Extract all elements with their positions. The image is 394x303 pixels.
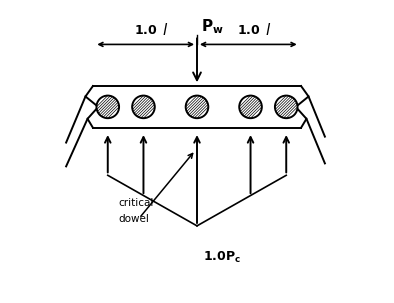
- Text: $\mathbf{P_w}$: $\mathbf{P_w}$: [201, 18, 224, 36]
- Circle shape: [186, 95, 208, 118]
- Text: $\mathbf{1.0}$: $\mathbf{1.0}$: [134, 24, 158, 37]
- Text: $\it{l}$: $\it{l}$: [162, 22, 168, 38]
- Circle shape: [132, 95, 155, 118]
- Text: $\mathbf{1.0P_c}$: $\mathbf{1.0P_c}$: [203, 250, 241, 265]
- Text: $\it{l}$: $\it{l}$: [264, 22, 271, 38]
- Text: $\mathbf{1.0}$: $\mathbf{1.0}$: [236, 24, 260, 37]
- Circle shape: [239, 95, 262, 118]
- Circle shape: [275, 95, 297, 118]
- Text: critical: critical: [118, 198, 154, 208]
- Circle shape: [97, 95, 119, 118]
- Text: dowel: dowel: [118, 215, 149, 225]
